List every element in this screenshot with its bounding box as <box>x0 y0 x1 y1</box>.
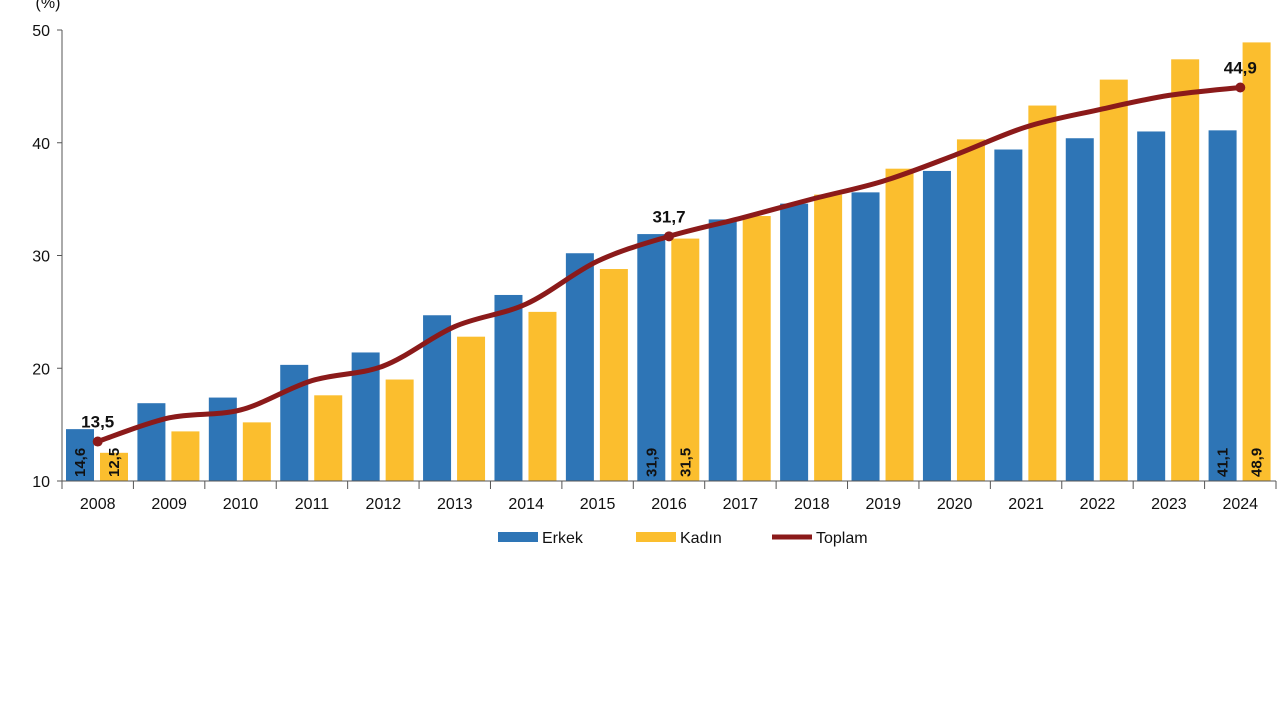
y-tick-label: 10 <box>32 474 50 491</box>
legend-swatch-erkek <box>498 532 538 542</box>
x-tick-label: 2009 <box>151 496 187 513</box>
bar-data-label: 41,1 <box>1215 448 1232 477</box>
bar-erkek-2023 <box>1137 131 1166 481</box>
x-tick-label: 2011 <box>295 496 330 513</box>
bar-kadn-2011 <box>314 395 343 481</box>
x-tick-label: 2008 <box>80 496 116 513</box>
legend-label-toplam: Toplam <box>816 530 868 547</box>
x-tick-label: 2014 <box>508 496 544 513</box>
x-tick-label: 2015 <box>580 496 616 513</box>
bar-erkek-2014 <box>494 294 523 481</box>
bar-kadn-2012 <box>385 379 414 481</box>
y-unit-label: (%) <box>36 0 61 12</box>
y-axis: 10 20 30 40 50 <box>32 23 63 491</box>
x-tick-label: 2017 <box>723 496 759 513</box>
bar-kadn-2020 <box>956 139 985 481</box>
x-tick-label: 2012 <box>366 496 402 513</box>
x-tick-label: 2024 <box>1222 496 1258 513</box>
bar-kadn-2018 <box>814 194 843 482</box>
bar-erkek-2009 <box>137 403 166 481</box>
x-tick-label: 2018 <box>794 496 830 513</box>
x-tick-label: 2013 <box>437 496 473 513</box>
bar-kadn-2010 <box>242 422 271 481</box>
bar-data-label: 14,6 <box>72 448 89 477</box>
x-axis: 2008 2009 2010 2011 2012 2013 2014 2015 2016 2017… <box>61 480 1277 513</box>
bars <box>66 42 1271 482</box>
data-labels: 14,6 31,9 41,1 12,5 31,5 48,9 13,5 31,7 44,9 <box>72 59 1266 477</box>
x-tick-label: 2023 <box>1151 496 1187 513</box>
bar-erkek-2019 <box>851 192 880 482</box>
legend-swatch-kadn <box>636 532 676 542</box>
x-tick-label: 2019 <box>865 496 901 513</box>
bar-data-label: 48,9 <box>1249 448 1266 477</box>
x-tick-label: 2020 <box>937 496 973 513</box>
legend-label-kadn: Kadın <box>680 530 722 547</box>
bar-erkek-2016 <box>637 234 666 481</box>
bar-kadn-2024 <box>1242 42 1271 482</box>
toplam-marker <box>1235 82 1246 93</box>
y-tick-label: 50 <box>32 23 50 40</box>
x-tick-label: 2010 <box>223 496 259 513</box>
bar-erkek-2020 <box>922 170 951 481</box>
bar-erkek-2021 <box>994 149 1023 481</box>
bar-data-label: 31,9 <box>643 448 660 477</box>
y-tick-label: 30 <box>32 249 50 266</box>
x-tick-label: 2022 <box>1080 496 1116 513</box>
bar-kadn-2015 <box>599 269 628 481</box>
x-tick-label: 2016 <box>651 496 687 513</box>
bar-kadn-2016 <box>671 238 700 481</box>
bar-erkek-2008 <box>66 429 94 481</box>
bar-data-label: 31,5 <box>677 448 694 477</box>
bar-data-label: 12,5 <box>106 448 123 477</box>
y-tick-label: 20 <box>32 361 50 378</box>
bar-erkek-2024 <box>1208 130 1237 481</box>
bar-kadn-2008 <box>100 452 128 481</box>
bar-erkek-2018 <box>780 203 809 481</box>
bar-kadn-2009 <box>171 431 200 481</box>
bar-kadn-2013 <box>457 336 486 481</box>
toplam-data-label: 44,9 <box>1224 59 1257 78</box>
bar-erkek-2022 <box>1065 138 1094 482</box>
bar-erkek-2015 <box>565 253 594 481</box>
bar-kadn-2022 <box>1099 79 1128 482</box>
toplam-marker <box>664 231 674 242</box>
legend-label-erkek: Erkek <box>542 530 584 547</box>
legend: Erkek Kadın Toplam <box>498 530 868 547</box>
x-tick-label: 2021 <box>1008 496 1044 513</box>
bar-kadn-2021 <box>1028 105 1057 481</box>
bar-kadn-2014 <box>528 311 557 481</box>
bar-kadn-2017 <box>742 216 771 481</box>
y-tick-label: 40 <box>32 136 50 153</box>
toplam-data-label: 31,7 <box>652 207 685 226</box>
bar-erkek-2017 <box>708 219 737 482</box>
bar-kadn-2019 <box>885 168 914 481</box>
bar-kadn-2023 <box>1171 59 1200 481</box>
toplam-data-label: 13,5 <box>81 413 114 432</box>
toplam-marker <box>92 436 103 447</box>
